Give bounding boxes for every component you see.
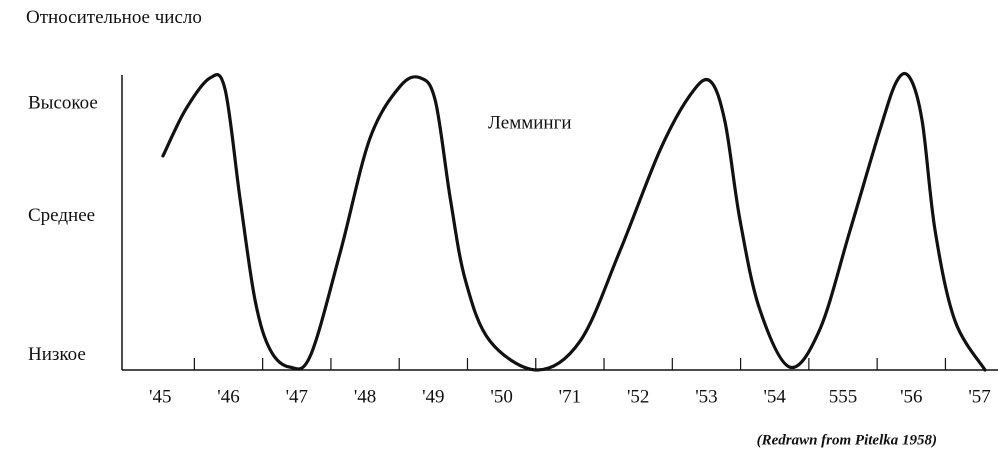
x-tick-label: 555 <box>829 386 858 407</box>
x-tick-label: '71 <box>559 386 581 407</box>
x-tick-label: '52 <box>627 386 649 407</box>
x-tick-label: '57 <box>968 386 990 407</box>
caption: (Redrawn from Pitelka 1958) <box>757 432 937 448</box>
data-line <box>161 71 987 372</box>
x-tick-label: '53 <box>695 386 717 407</box>
x-tick-label: '56 <box>900 386 922 407</box>
x-tick-label: '48 <box>354 386 376 407</box>
series-label: Лемминги <box>488 112 572 133</box>
x-tick-label: '45 <box>149 386 171 407</box>
y-tick-label: Низкое <box>28 344 86 365</box>
x-tick-label: '54 <box>764 386 787 407</box>
y-axis-label: Относительное число <box>26 7 202 28</box>
x-tick-label: '49 <box>422 386 444 407</box>
x-tick-label: '46 <box>217 386 239 407</box>
y-tick-label: Среднее <box>28 205 95 226</box>
x-tick-label: '50 <box>490 386 512 407</box>
y-tick-label: Высокое <box>28 92 98 113</box>
x-tick-label: '47 <box>286 386 308 407</box>
